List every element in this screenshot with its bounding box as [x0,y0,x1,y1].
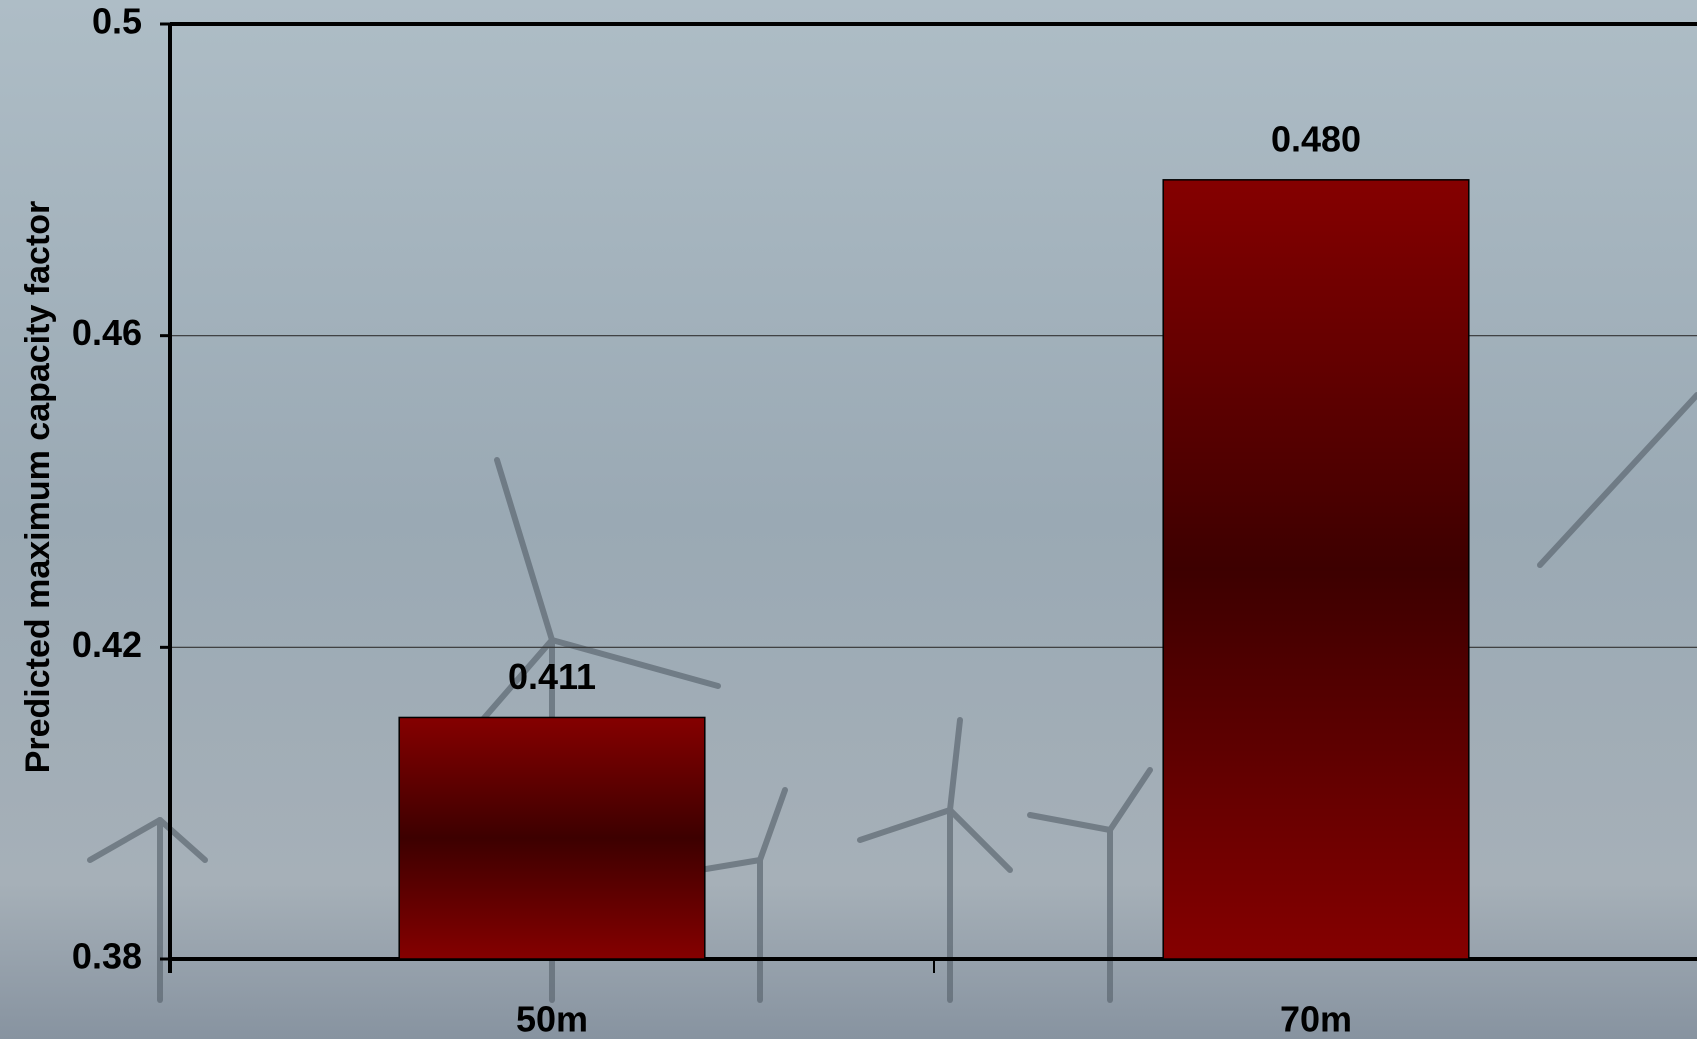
y-tick-label: 0.5 [92,1,142,42]
y-tick-label: 0.46 [72,312,142,353]
y-tick-label: 0.42 [72,624,142,665]
value-label: 0.411 [508,656,596,697]
x-tick-label: 70m [1280,999,1352,1039]
y-tick-label: 0.38 [72,936,142,977]
bar [1162,179,1470,960]
bar [398,716,706,960]
y-axis-label: Predicted maximum capacity factor [19,201,57,774]
x-tick-label: 50m [516,999,588,1039]
value-label: 0.480 [1271,118,1361,159]
